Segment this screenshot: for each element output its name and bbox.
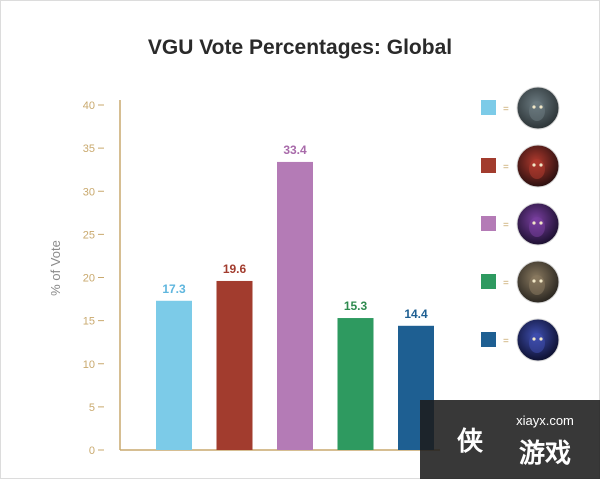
legend-equals: = [503, 220, 509, 231]
bar-value-label: 19.6 [223, 262, 247, 276]
bar-value-label: 33.4 [283, 143, 307, 157]
champion-portrait-4-icon [516, 260, 560, 304]
watermark-site: xiayx.com [516, 413, 574, 428]
bar-value-label: 17.3 [162, 282, 186, 296]
legend-equals: = [503, 162, 509, 173]
legend-swatch [481, 216, 496, 231]
y-tick-label: 5 [89, 402, 95, 414]
y-tick-label: 30 [83, 186, 95, 198]
legend-equals: = [503, 104, 509, 115]
y-axis-label: % of Vote [48, 240, 63, 296]
legend-equals: = [503, 278, 509, 289]
champion-portrait-5-icon [516, 318, 560, 362]
bar [216, 280, 253, 450]
bar-value-label: 14.4 [404, 307, 428, 321]
watermark: 侠 xiayx.com 游戏 [420, 400, 600, 479]
legend-swatch [481, 100, 496, 115]
champion-portrait-3-icon [516, 202, 560, 246]
watermark-brand: 游戏 [519, 439, 571, 469]
legend-swatch [481, 274, 496, 289]
value-labels: 17.3 19.6 33.4 15.3 14.4 [162, 143, 428, 321]
legend: = = = = = [481, 86, 560, 362]
legend-swatch [481, 332, 496, 347]
legend-equals: = [503, 336, 509, 347]
y-tick-label: 0 [89, 445, 95, 457]
champion-portrait-2-icon [516, 144, 560, 188]
bars [156, 161, 434, 451]
y-tick-label: 40 [83, 100, 95, 112]
watermark-glyph: 侠 [457, 426, 484, 457]
bar [337, 318, 374, 450]
chart-title: VGU Vote Percentages: Global [148, 36, 452, 59]
legend-swatch [481, 158, 496, 173]
y-tick-label: 15 [83, 316, 95, 328]
bar [277, 161, 313, 451]
y-tick-label: 35 [83, 143, 95, 155]
bar-value-label: 15.3 [344, 299, 368, 313]
y-axis-ticks: 0 5 10 15 20 25 30 35 40 [83, 100, 104, 457]
y-tick-label: 25 [83, 229, 95, 241]
champion-portrait-1-icon [516, 86, 560, 130]
y-tick-label: 10 [83, 359, 95, 371]
y-tick-label: 20 [83, 273, 95, 285]
bar [156, 300, 192, 450]
